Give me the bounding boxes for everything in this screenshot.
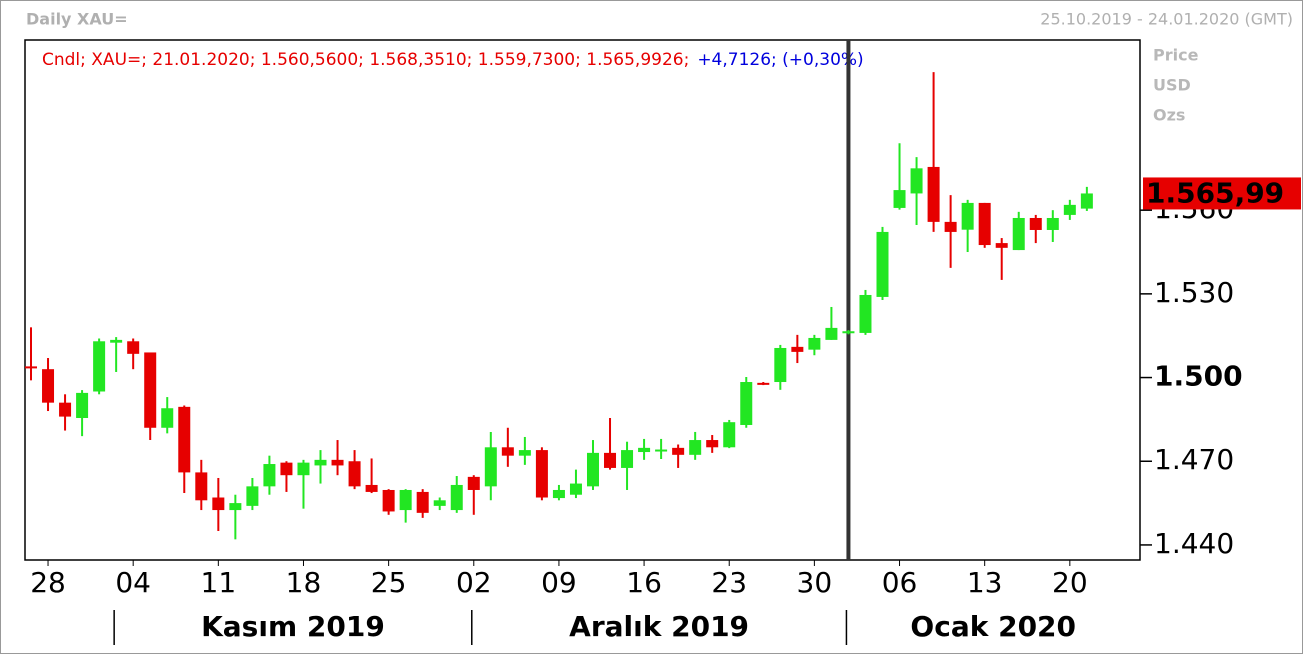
last-price-label: 1.565,99 <box>1146 176 1284 209</box>
candle-body <box>757 382 770 385</box>
candle-body <box>1063 204 1076 215</box>
x-tick-label: 23 <box>711 566 747 599</box>
candle-body <box>399 489 412 511</box>
candle-body <box>995 243 1008 248</box>
chart-title: Daily XAU= <box>26 10 128 29</box>
candle-body <box>382 489 395 512</box>
candle-body <box>25 366 37 369</box>
candle-body <box>212 497 225 511</box>
x-tick-label: 28 <box>30 566 66 599</box>
candle-body <box>876 231 889 297</box>
candle-body <box>1029 217 1042 230</box>
candle-body <box>1080 193 1093 209</box>
x-tick-label: 18 <box>286 566 322 599</box>
x-tick-label: 20 <box>1052 566 1088 599</box>
candle-body <box>689 440 702 455</box>
x-tick-label: 13 <box>967 566 1003 599</box>
candle-body <box>842 331 855 334</box>
candle-body <box>552 489 565 499</box>
candle-body <box>569 483 582 495</box>
y-tick-label: 1.440 <box>1154 527 1234 560</box>
candle-body <box>76 392 89 419</box>
candle-body <box>1046 217 1059 230</box>
x-tick-label: 11 <box>201 566 237 599</box>
candle-body <box>93 341 106 392</box>
candle-body <box>348 461 361 487</box>
candle-body <box>808 337 821 350</box>
candle-body <box>416 491 429 513</box>
info-values: Cndl; XAU=; 21.01.2020; 1.560,5600; 1.56… <box>42 50 689 70</box>
info-line: Cndl; XAU=; 21.01.2020; 1.560,5600; 1.56… <box>42 50 864 70</box>
candle-body <box>859 294 872 333</box>
candle-body <box>1012 217 1025 251</box>
candle-body <box>723 422 736 448</box>
info-change: +4,7126; (+0,30%) <box>697 50 863 70</box>
candle-body <box>59 402 72 417</box>
plot-area <box>24 39 1141 561</box>
candle-body <box>263 464 276 487</box>
x-tick-label: 25 <box>371 566 407 599</box>
candle-body <box>586 452 599 487</box>
candle-body <box>621 450 634 468</box>
candle-body <box>638 447 651 453</box>
axis-unit: Ozs <box>1153 106 1185 125</box>
candle-body <box>433 500 446 506</box>
candle-body <box>978 202 991 246</box>
last-price-badge <box>1143 177 1301 210</box>
candle-body <box>42 369 55 403</box>
axis-unit: USD <box>1153 76 1191 95</box>
candle-body <box>229 503 242 511</box>
y-tick-label: 1.530 <box>1154 276 1234 309</box>
candle-body <box>518 450 531 456</box>
candle-body <box>604 452 617 468</box>
candle-body <box>450 484 463 511</box>
candle-body <box>501 447 514 456</box>
candle-body <box>944 221 957 232</box>
candle-body <box>672 447 685 455</box>
date-range: 25.10.2019 - 24.01.2020 (GMT) <box>1040 10 1293 29</box>
candle-body <box>161 408 174 428</box>
candle-body <box>961 202 974 230</box>
candle-body <box>927 166 940 222</box>
x-tick-label: 16 <box>626 566 662 599</box>
y-tick-label: 1.470 <box>1154 443 1234 476</box>
y-tick-label: 1.500 <box>1154 360 1243 393</box>
x-tick-label: 09 <box>541 566 577 599</box>
axis-unit: Price <box>1153 46 1199 65</box>
candle-body <box>774 347 787 383</box>
candle-body <box>144 352 157 428</box>
x-tick-label: 30 <box>797 566 833 599</box>
candle-body <box>706 440 719 448</box>
x-tick-label: 06 <box>882 566 918 599</box>
candle-body <box>740 382 753 425</box>
candle-body <box>791 346 804 352</box>
candle-body <box>655 449 668 452</box>
candle-body <box>365 484 378 492</box>
candle-body <box>297 462 310 476</box>
month-label: Ocak 2020 <box>910 610 1076 643</box>
candle-body <box>127 341 140 354</box>
candle-body <box>331 459 344 466</box>
candle-body <box>195 472 208 501</box>
candle-body <box>825 327 838 340</box>
candle-body <box>467 476 480 490</box>
x-tick-label: 04 <box>115 566 151 599</box>
candle-body <box>280 462 293 476</box>
candle-body <box>910 168 923 194</box>
candle-body <box>893 190 906 208</box>
candle-body <box>314 459 327 466</box>
month-label: Kasım 2019 <box>201 610 385 643</box>
candle-body <box>178 406 191 473</box>
candle-body <box>110 339 123 343</box>
candle-body <box>535 450 548 498</box>
candle-body <box>246 486 259 506</box>
month-label: Aralık 2019 <box>569 610 749 643</box>
x-tick-label: 02 <box>456 566 492 599</box>
candle-body <box>484 447 497 487</box>
